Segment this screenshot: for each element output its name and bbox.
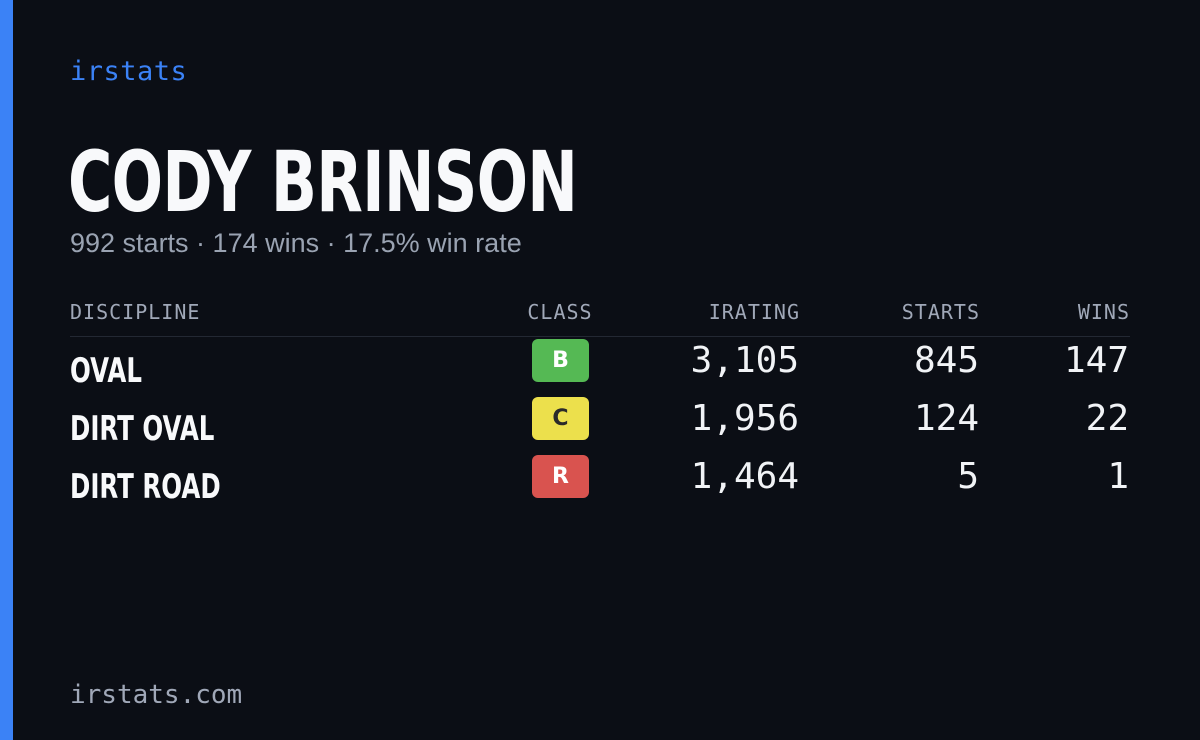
header-irating: IRATING xyxy=(708,300,800,324)
starts-value: 5 xyxy=(957,456,979,497)
license-class-badge: R xyxy=(532,455,589,498)
driver-name: CODY BRINSON xyxy=(68,133,578,231)
header-starts: STARTS xyxy=(901,300,980,324)
license-class-badge: B xyxy=(532,339,589,382)
header-discipline: DISCIPLINE xyxy=(70,300,201,324)
irating-value: 3,105 xyxy=(690,340,799,381)
discipline-name: OVAL xyxy=(70,351,142,391)
table-row: DIRT OVAL C 1,956 124 22 xyxy=(70,395,1130,453)
wins-value: 147 xyxy=(1063,340,1129,381)
discipline-name: DIRT ROAD xyxy=(70,467,221,507)
header-class-label: CLASS xyxy=(527,300,593,324)
starts-value: 124 xyxy=(913,398,979,439)
irating-value: 1,464 xyxy=(690,456,799,497)
accent-bar xyxy=(0,0,13,740)
stats-table: DISCIPLINE CLASS IRATING STARTS WINS OVA… xyxy=(70,296,1130,511)
header-wins: WINS xyxy=(1077,300,1130,324)
footer-url: irstats.com xyxy=(70,680,243,710)
brand-logo-text: irstats xyxy=(70,56,188,87)
license-class-badge: C xyxy=(532,397,589,440)
discipline-name: DIRT OVAL xyxy=(70,409,215,449)
driver-summary: 992 starts · 174 wins · 17.5% win rate xyxy=(70,228,522,258)
wins-value: 1 xyxy=(1107,456,1129,497)
table-header: DISCIPLINE CLASS IRATING STARTS WINS xyxy=(70,296,1130,337)
table-row: OVAL B 3,105 845 147 xyxy=(70,337,1130,395)
wins-value: 22 xyxy=(1085,398,1129,439)
table-row: DIRT ROAD R 1,464 5 1 xyxy=(70,453,1130,511)
irating-value: 1,956 xyxy=(690,398,799,439)
starts-value: 845 xyxy=(913,340,979,381)
